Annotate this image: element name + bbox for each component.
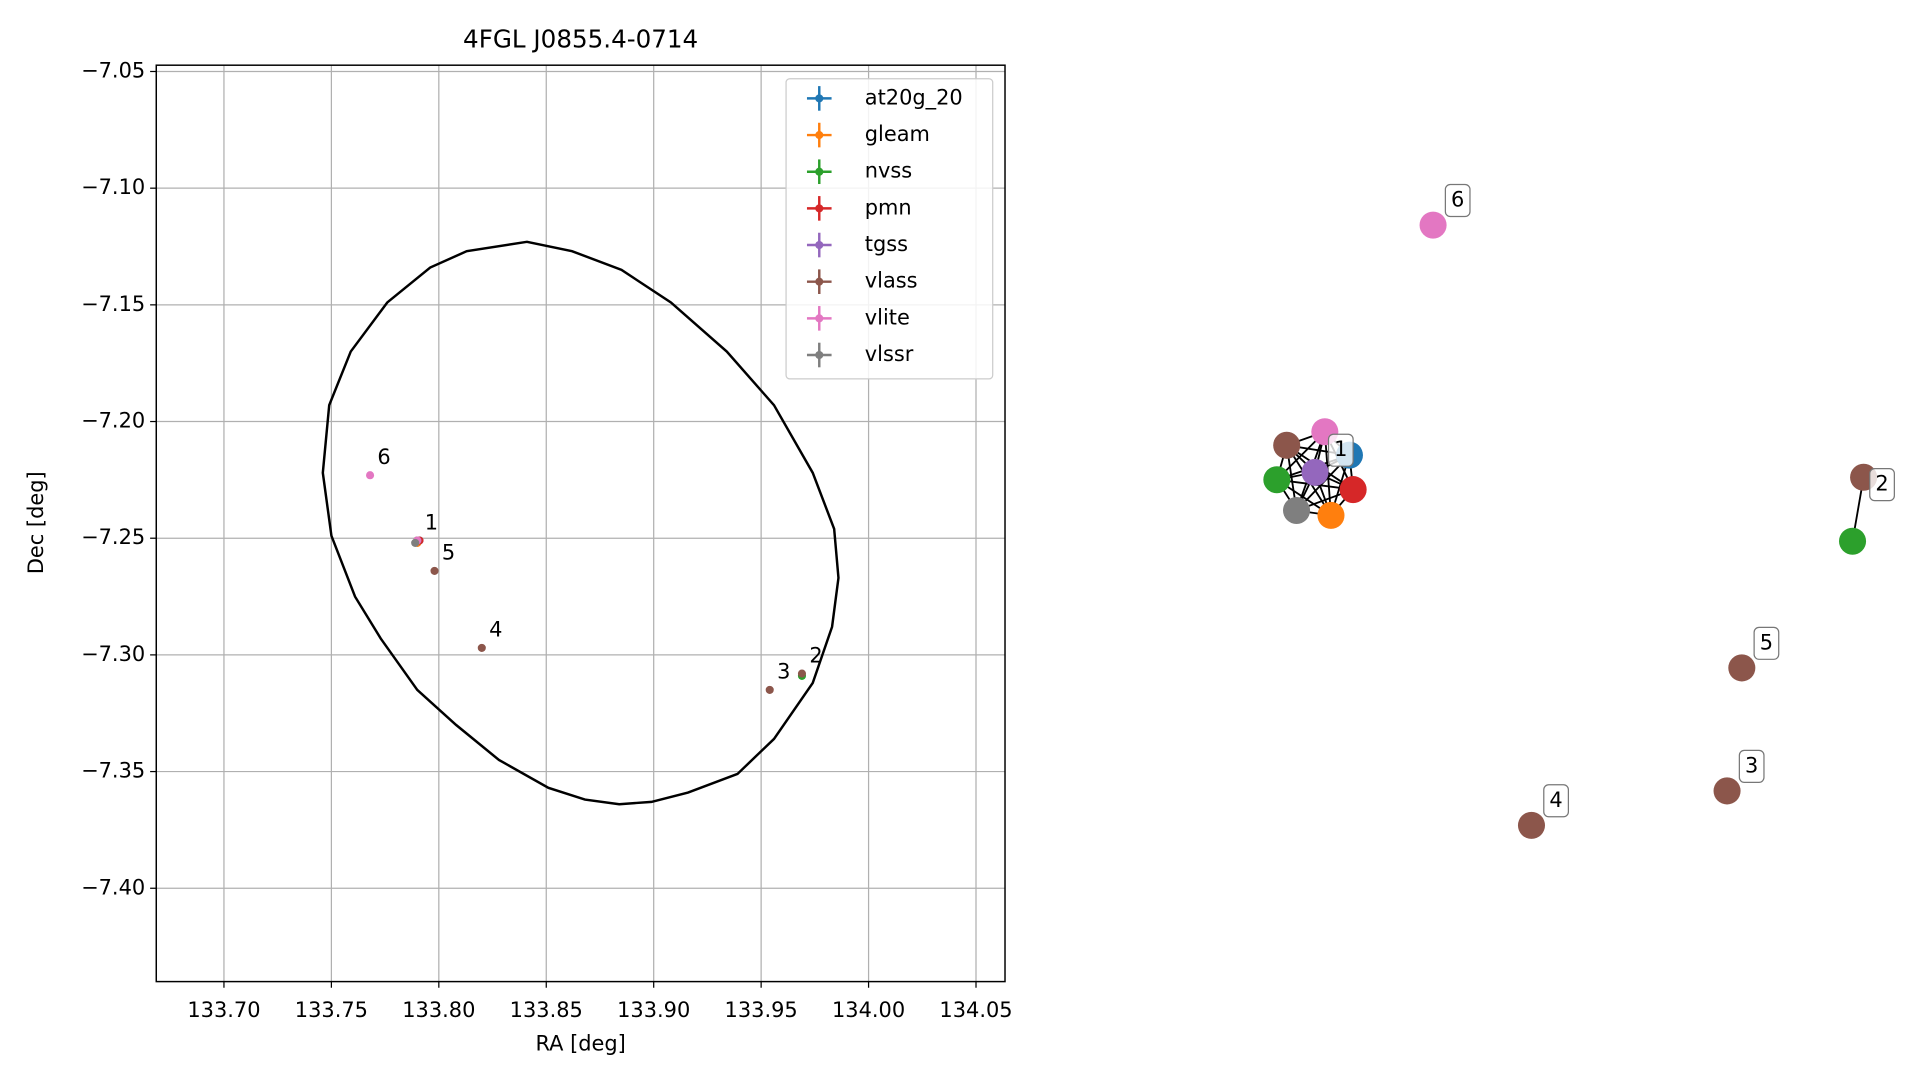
legend-marker (815, 167, 824, 176)
chart-title: 4FGL J0855.4-0714 (463, 25, 698, 54)
node-label-box (1444, 183, 1471, 218)
y-tick-label: −7.05 (81, 58, 145, 82)
graph-node (1838, 527, 1867, 555)
x-tick-label: 133.90 (617, 998, 690, 1022)
legend-label: pmn (865, 195, 912, 219)
graph-node (1728, 654, 1756, 682)
y-tick-label: −7.10 (81, 175, 145, 199)
x-tick-label: 133.95 (725, 998, 798, 1022)
data-point (411, 538, 420, 547)
point-annotation: 2 (809, 643, 822, 667)
graph-node (1263, 466, 1291, 494)
node-label: 2 (1875, 472, 1888, 496)
x-tick-label: 134.05 (939, 998, 1012, 1022)
node-label-box (1738, 749, 1765, 783)
node-label: 5 (1760, 630, 1773, 654)
plot-area: 133.70 133.75 133.80 133.85 133.90 133.95 134.… (81, 58, 1012, 1022)
point-annotation: 1 (425, 510, 438, 534)
y-tick-label: −7.25 (81, 525, 145, 549)
point-annotation: 3 (777, 660, 790, 684)
error-ellipse (321, 240, 840, 806)
graph-node (1273, 431, 1301, 459)
x-tick-label: 133.80 (402, 998, 475, 1022)
data-point (477, 643, 486, 652)
x-tick-label: 133.70 (187, 998, 260, 1022)
y-tick-label: −7.20 (81, 409, 145, 433)
point-annotation: 6 (377, 445, 390, 469)
y-axis-label: Dec [deg] (24, 471, 48, 574)
x-tick-label: 133.75 (295, 998, 368, 1022)
node-label: 6 (1451, 188, 1464, 212)
x-axis-label: RA [deg] (535, 1031, 625, 1055)
graph-node (1419, 211, 1447, 239)
x-tick-label: 134.00 (832, 998, 905, 1022)
data-point (430, 566, 439, 575)
legend-label: nvss (865, 159, 912, 183)
legend-marker (815, 240, 824, 250)
node-label: 4 (1549, 788, 1562, 812)
graph-node (1317, 501, 1345, 529)
legend-label: gleam (865, 122, 930, 146)
plot-frame (155, 64, 1006, 983)
node-label-box (1543, 784, 1569, 818)
legend-marker (815, 131, 824, 140)
data-point (366, 471, 375, 480)
legend-box (785, 78, 994, 380)
y-tick-label: −7.35 (81, 759, 145, 783)
legend-label: vlssr (865, 342, 914, 366)
data-point (797, 669, 807, 678)
node-label-box (1327, 433, 1354, 467)
legend-label: vlass (865, 269, 918, 293)
legend-label: at20g_20 (865, 85, 963, 109)
y-tick-label: −7.30 (81, 642, 145, 666)
legend-label: tgss (865, 232, 908, 256)
y-tick-label: −7.15 (81, 292, 145, 316)
node-label-box (1753, 626, 1780, 660)
data-point (765, 685, 774, 694)
y-tick-label: −7.40 (81, 875, 145, 899)
graph-node (1283, 496, 1311, 525)
legend-marker (815, 314, 824, 323)
node-label-box (1869, 468, 1895, 502)
node-label: 1 (1334, 437, 1347, 461)
graph-node (1301, 458, 1329, 486)
point-annotation: 5 (442, 541, 455, 565)
point-annotation: 4 (489, 618, 502, 642)
x-tick-label: 133.85 (510, 998, 583, 1022)
legend-marker (815, 350, 824, 360)
node-label: 3 (1745, 753, 1758, 777)
legend-marker (815, 204, 824, 213)
legend-marker (815, 277, 824, 286)
graph-node (1713, 777, 1741, 805)
graph-panel: 1 2 3 4 5 6 (1263, 183, 1895, 839)
graph-node (1339, 476, 1367, 504)
legend-marker (815, 94, 824, 103)
graph-node (1517, 811, 1546, 839)
legend-label: vlite (865, 305, 910, 329)
